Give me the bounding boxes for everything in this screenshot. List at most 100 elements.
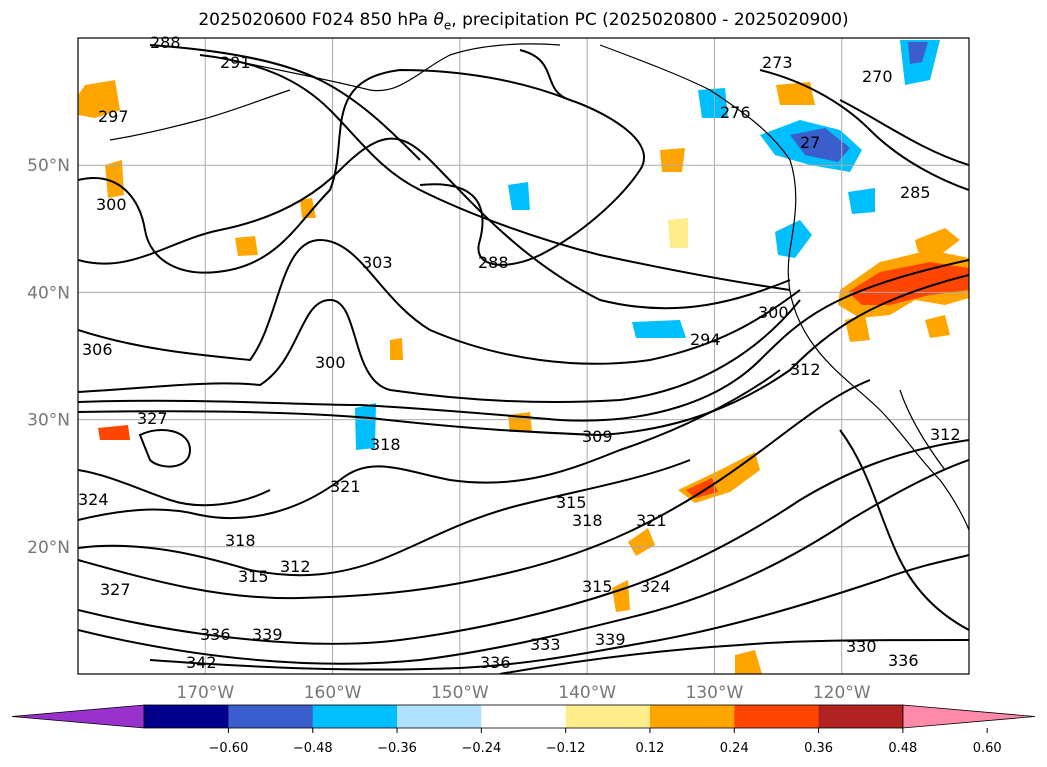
contour-label: 321 [636,511,667,530]
colorbar-tick-label: −0.24 [461,741,501,756]
colorbar-tick-label: −0.36 [377,741,417,756]
contour-line [78,238,801,365]
contour-line [78,137,791,310]
contour-label: 285 [900,183,931,202]
north-america-coastline [599,44,969,531]
contour-line [78,259,969,422]
contour-label: 327 [137,409,168,428]
colorbar-segment [397,705,482,728]
contour-label: 303 [362,253,393,272]
contour-line [78,459,969,665]
precip-positive-region [925,315,950,338]
contour-label: 27 [800,133,820,152]
precip-positive-region [612,580,630,612]
contour-label: 300 [315,353,346,372]
precip-positive-region [105,160,124,198]
contour-line [78,68,571,274]
contour-label: 324 [640,577,671,596]
contour-line [499,639,969,674]
contour-label: 318 [370,435,401,454]
coastlines [109,43,969,531]
precip-negative-region [848,188,875,214]
contour-label: 321 [330,477,361,496]
map-frame [77,37,970,675]
contour-label: 342 [186,653,217,672]
contour-line [78,379,871,600]
contour-labels: 288 291 297 300 303 306 300 327 324 318 … [78,33,961,672]
precip-positive-region [300,198,316,218]
colorbar-segment [228,705,314,728]
precip-positive-region [628,528,655,556]
precip-negative-region [355,403,376,450]
contour-line [149,554,969,671]
latitude-label: 20°N [27,538,70,558]
contour-label: 297 [98,107,129,126]
contour-line [138,429,192,468]
colorbar-tick-label: −0.60 [209,741,249,756]
map-title: 2025020600 F024 850 hPa θe, precipitatio… [198,10,849,33]
contour-label: 270 [862,67,893,86]
contour-label: 336 [200,625,231,644]
contour-label: 330 [846,637,877,656]
colorbar-tick-label: −0.48 [293,741,333,756]
contour-line [199,54,791,291]
colorbar-extension-high [902,704,1036,729]
precip-negative-strong-region [908,42,928,64]
longitude-label: 120°W [813,683,871,703]
longitude-label: 160°W [304,683,362,703]
colorbar-segment [565,705,651,728]
contour-label: 309 [582,427,613,446]
precip-positive-region [390,338,403,360]
colorbar-segment [312,705,398,728]
precip-positive-region [98,425,130,440]
contour-line [78,369,781,521]
precip-strong-region [686,478,718,498]
contour-label: 273 [762,53,793,72]
colorbar-tick-label: 0.12 [635,741,664,756]
precip-positive-region [845,315,870,342]
colorbar-tick-label: −0.12 [546,741,586,756]
longitude-label: 140°W [558,683,616,703]
contour-label: 339 [595,630,626,649]
contour-label: 336 [480,653,511,672]
colorbar: −0.60 −0.48 −0.36 −0.24 −0.12 0.12 0.24 0.36 0.4… [11,704,1036,756]
precip-negative-region [508,182,530,210]
precip-negative-strong-region [790,128,850,162]
contour-line [78,469,271,507]
contour-label: 291 [220,53,251,72]
contour-label: 312 [280,557,311,576]
latitude-label: 30°N [27,411,70,431]
baja-california-coastline [899,389,946,471]
contour-label: 315 [556,493,587,512]
contour-label: 312 [930,425,961,444]
colorbar-segment [144,705,229,728]
latitude-labels: 50°N 40°N 30°N 20°N [27,156,70,558]
alaska-coastline [229,43,561,92]
precip-strong-region [848,262,969,305]
latitude-label: 40°N [27,283,70,303]
colorbar-tick-label: 0.60 [973,741,1002,756]
contour-line [419,49,645,266]
contour-label: 294 [690,330,721,349]
precip-positive-region [668,218,688,248]
colorbar-tick-label: 0.24 [720,741,749,756]
theta-e-contours [78,44,969,674]
precip-negative-region [775,220,812,258]
contour-label: 276 [720,103,751,122]
precip-negative-region [632,320,686,338]
contour-label: 288 [150,33,181,52]
precip-negative-region [698,88,728,118]
longitude-label: 170°W [176,683,234,703]
contour-line [149,44,421,161]
contour-label: 333 [530,635,561,654]
precip-positive-region [735,650,762,674]
contour-line [759,69,969,191]
precip-positive-region [78,80,120,118]
longitude-label: 130°W [686,683,744,703]
colorbar-extension-low [11,704,145,729]
contour-line [78,439,969,645]
contour-label: 324 [78,490,109,509]
contour-label: 315 [582,577,613,596]
colorbar-tick-label: 0.48 [888,741,917,756]
